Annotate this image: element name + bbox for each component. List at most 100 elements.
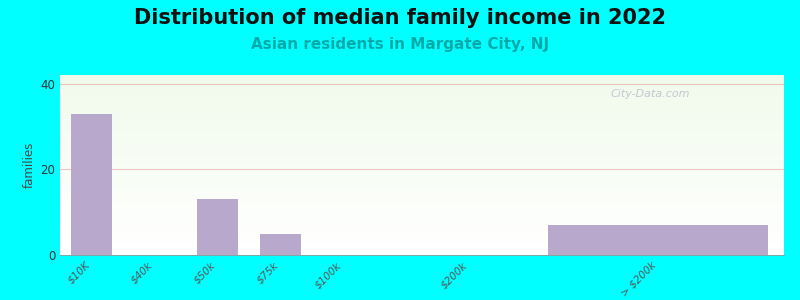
Bar (60, 207, 784, 208)
Bar (60, 179, 784, 180)
Bar (60, 144, 784, 145)
Bar (60, 131, 784, 132)
Bar (60, 204, 784, 205)
Bar (60, 117, 784, 118)
Bar (60, 248, 784, 249)
Bar (60, 124, 784, 125)
Bar (60, 110, 784, 111)
Bar (60, 219, 784, 220)
Bar (60, 202, 784, 203)
Bar (197, 199, 238, 255)
Bar (60, 254, 784, 255)
Bar (60, 201, 784, 202)
Bar (60, 84, 784, 85)
Bar (60, 108, 784, 109)
Bar (60, 132, 784, 133)
Bar (60, 118, 784, 119)
Bar (60, 208, 784, 209)
Bar (60, 129, 784, 130)
Bar (60, 157, 784, 158)
Bar (60, 119, 784, 120)
Bar (60, 205, 784, 206)
Bar (60, 167, 784, 168)
Bar (60, 103, 784, 104)
Bar (60, 237, 784, 238)
Bar (60, 188, 784, 189)
Bar (60, 78, 784, 79)
Bar (60, 192, 784, 193)
Bar (60, 122, 784, 123)
Bar (60, 244, 784, 245)
Bar (60, 98, 784, 99)
Bar (60, 152, 784, 153)
Bar (60, 106, 784, 107)
Bar (60, 111, 784, 112)
Bar (60, 173, 784, 174)
Bar (60, 163, 784, 164)
Bar (60, 142, 784, 143)
Bar (60, 82, 784, 83)
Bar (60, 215, 784, 216)
Bar (60, 75, 784, 76)
Bar (60, 195, 784, 196)
Bar (60, 121, 784, 122)
Bar (60, 116, 784, 117)
Bar (60, 161, 784, 162)
Bar (60, 134, 784, 135)
Bar (60, 101, 784, 102)
Bar (60, 198, 784, 199)
Bar (60, 139, 784, 140)
Bar (60, 151, 784, 152)
Bar (60, 79, 784, 80)
Bar (60, 169, 784, 170)
Bar (60, 234, 784, 235)
Bar (60, 245, 784, 246)
Bar (60, 243, 784, 244)
Bar (60, 236, 784, 237)
Bar (60, 164, 784, 165)
Bar (60, 141, 784, 142)
Bar (60, 102, 784, 103)
Bar (60, 97, 784, 98)
Bar (60, 160, 784, 161)
Bar (60, 177, 784, 178)
Bar (60, 228, 784, 229)
Bar (260, 234, 301, 255)
Bar (60, 221, 784, 222)
Bar (60, 222, 784, 223)
Bar (60, 218, 784, 219)
Bar (60, 180, 784, 181)
Bar (60, 169, 784, 170)
Bar (60, 185, 784, 186)
Bar (60, 241, 784, 242)
Bar (60, 249, 784, 250)
Bar (60, 216, 784, 217)
Bar (60, 239, 784, 240)
Bar (60, 112, 784, 113)
Bar (60, 175, 784, 176)
Bar (60, 109, 784, 110)
Bar (60, 211, 784, 212)
Bar (60, 196, 784, 197)
Bar (60, 240, 784, 241)
Bar (60, 136, 784, 137)
Bar (60, 156, 784, 157)
Bar (60, 137, 784, 138)
Bar (60, 172, 784, 173)
Bar (60, 105, 784, 106)
Bar (60, 235, 784, 236)
Bar (60, 158, 784, 159)
Bar (60, 94, 784, 95)
Bar (60, 191, 784, 192)
Bar (60, 138, 784, 139)
Bar (60, 212, 784, 213)
Bar (60, 113, 784, 114)
Bar (60, 223, 784, 224)
Bar (60, 140, 784, 141)
Bar (60, 143, 784, 144)
Bar (60, 77, 784, 78)
Bar (60, 251, 784, 252)
Bar (60, 199, 784, 200)
Bar (60, 184, 784, 185)
Bar (60, 197, 784, 198)
